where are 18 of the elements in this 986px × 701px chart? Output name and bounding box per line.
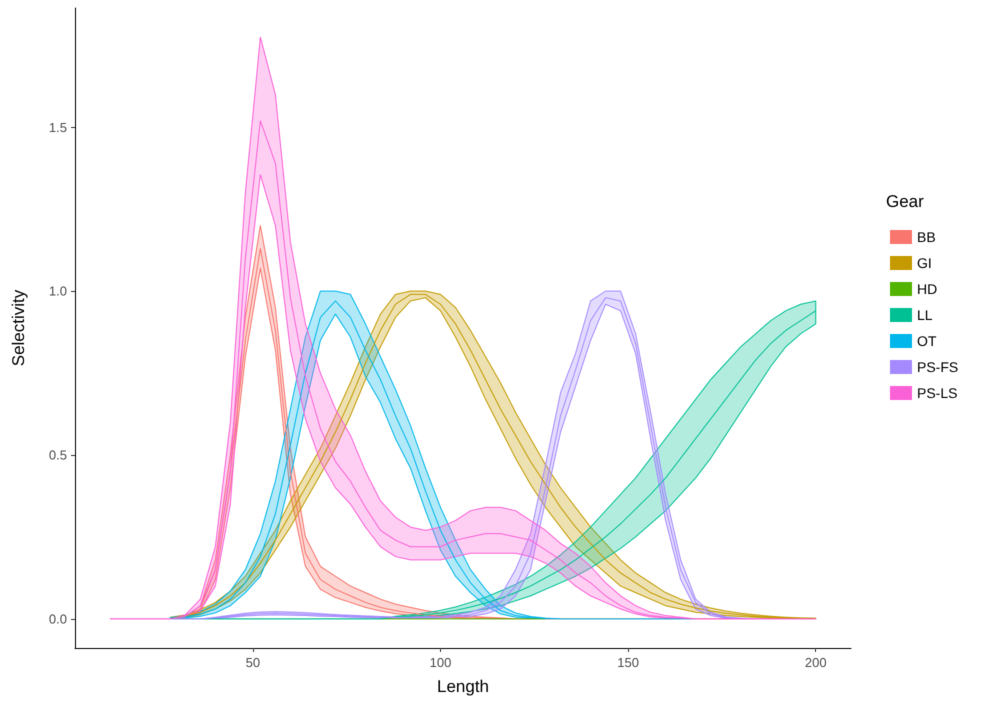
x-axis-title: Length xyxy=(437,677,489,696)
x-tick-label: 100 xyxy=(430,655,452,670)
legend-label: GI xyxy=(917,255,932,271)
y-tick-label: 0.0 xyxy=(48,611,67,626)
legend-label: BB xyxy=(917,229,936,245)
y-axis-title: Selectivity xyxy=(9,289,28,366)
legend-label: PS-FS xyxy=(917,359,958,375)
y-tick-label: 1.0 xyxy=(48,284,67,299)
x-tick-label: 150 xyxy=(617,655,639,670)
y-tick-label: 0.5 xyxy=(48,447,67,462)
legend-label: LL xyxy=(917,307,933,323)
legend-label: HD xyxy=(917,281,938,297)
x-tick-label: 200 xyxy=(804,655,827,670)
y-tick-label: 1.5 xyxy=(48,120,67,135)
x-tick-label: 50 xyxy=(246,655,260,670)
legend-title: Gear xyxy=(886,192,924,211)
legend-label: PS-LS xyxy=(917,385,958,401)
legend-label: OT xyxy=(917,333,937,349)
